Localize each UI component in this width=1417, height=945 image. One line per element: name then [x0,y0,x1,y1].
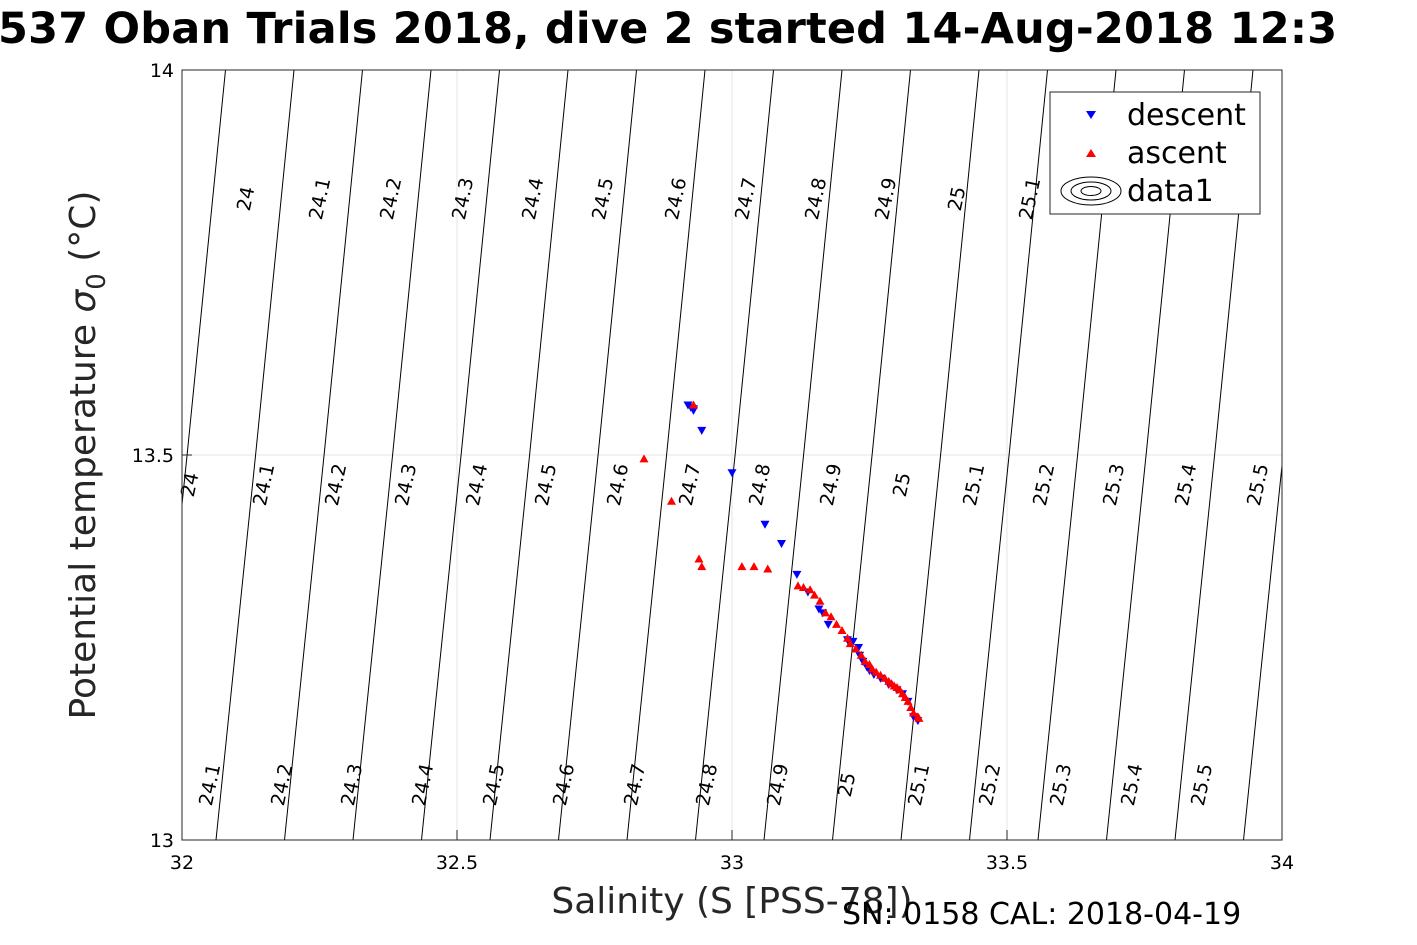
ascent-point [832,619,841,628]
x-tick-label: 32.5 [436,852,478,874]
ascent-point [821,608,830,617]
ascent-point [826,612,836,621]
legend-box [1049,91,1261,215]
descent-point [777,540,786,549]
x-axis-title: Salinity (S [PSS-78]) [551,881,912,922]
ascent-point [837,626,847,635]
x-tick-label: 33 [720,852,744,874]
legend: descent ascent data1 [1049,91,1261,215]
y-tick-label: 13 [150,830,174,852]
descent-point [727,469,737,478]
legend-ascent-label: ascent [1127,136,1227,171]
density-contour-line [626,70,706,840]
ascent-point [689,400,698,409]
x-tick-label: 34 [1270,852,1294,874]
ascent-point [639,454,649,463]
x-tick-label: 33.5 [986,852,1028,874]
ascent-point [909,708,918,717]
density-contour-line [695,70,774,840]
ascent-point [749,562,759,571]
ascent-point [667,496,676,505]
data-points [639,400,924,726]
descent-point [697,426,707,435]
ascent-point [805,585,815,594]
ascent-point [843,633,852,642]
ascent-point [856,650,866,659]
ascent-point [845,639,855,648]
contour-label-top: 25 [944,185,971,213]
legend-descent-marker [1086,111,1096,119]
legend-ascent-marker [1086,149,1096,157]
y-tick-label: 13.5 [132,445,174,467]
contour-label-top: 24 [233,185,260,213]
density-contour-line [763,70,843,840]
axis-ticks: 32 32.5 33 33.5 34 13 13.5 14 [132,60,1294,874]
x-tick-label: 32 [170,852,194,874]
ascent-point [694,554,704,563]
ascent-point [697,562,707,571]
ascent-point [763,564,773,573]
ascent-point [810,590,819,599]
chart-title: 537 Oban Trials 2018, dive 2 started 14-… [0,4,1338,54]
density-contour-line [900,70,980,840]
ascent-point [815,596,825,605]
ascent-point [737,562,747,571]
descent-point [823,620,833,629]
calibration-footer: SN: 0158 CAL: 2018-04-19 [842,897,1242,932]
descent-point [792,570,802,579]
density-contour-line [558,70,637,840]
y-tick-label: 14 [150,60,174,82]
density-contour-line [489,70,569,840]
density-contour-line [969,70,1048,840]
legend-data1-label: data1 [1127,174,1214,209]
density-contour-line [215,70,295,840]
density-contour-line [1243,460,1282,840]
ascent-point [799,582,808,591]
descent-point [689,406,698,415]
density-contour-line [421,70,500,840]
ascent-point [793,581,803,590]
ascent-point [851,644,861,653]
density-contours [0,70,1282,840]
ascent-point [906,703,916,712]
contour-label-bottom: 25 [834,771,861,799]
ascent-point [871,667,881,676]
contour-label-mid: 24 [177,471,204,499]
legend-descent-label: descent [1127,98,1246,133]
ascent-point [903,696,913,705]
descent-point [760,520,770,529]
density-contour-line [352,70,432,840]
ascent-point [860,656,870,665]
density-contour-line [0,70,20,840]
density-contour-line [832,70,911,840]
contour-label-mid: 25 [889,471,916,499]
density-contour-line [284,70,363,840]
ascent-point [914,713,924,722]
legend-contour-icon [1060,176,1122,206]
y-axis-title: Potential temperature σ0 (°C) [63,191,112,720]
ascent-point [876,670,885,679]
